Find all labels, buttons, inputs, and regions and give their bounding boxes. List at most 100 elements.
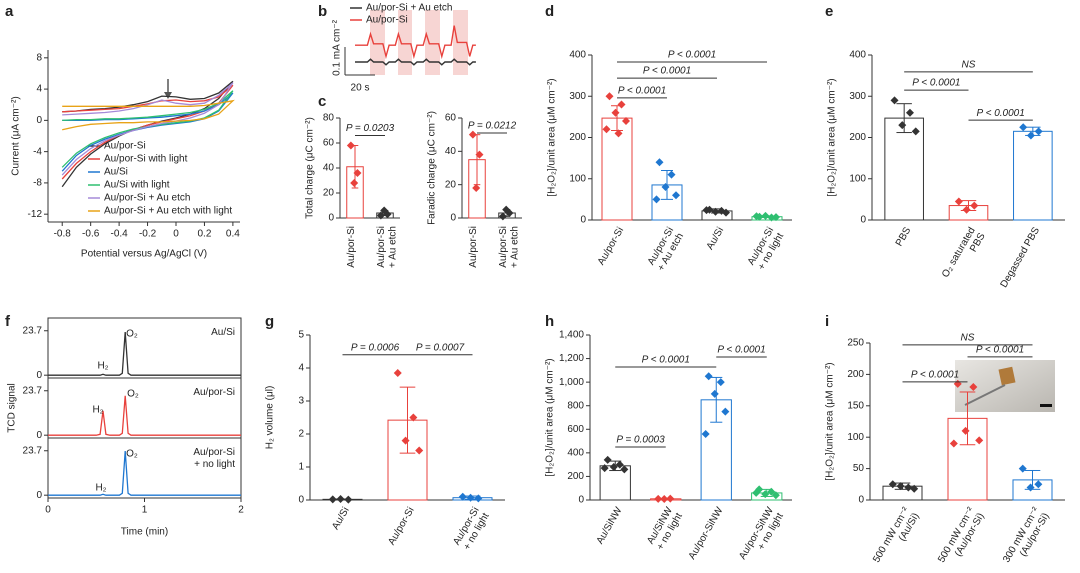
x-tick-label: 2 bbox=[238, 505, 244, 516]
data-point bbox=[1018, 464, 1027, 473]
inset-scale-bar bbox=[1040, 404, 1052, 407]
data-point bbox=[652, 195, 661, 204]
y-axis-label: [H₂O₂]/unit area (μM cm⁻²) bbox=[547, 78, 558, 196]
data-point bbox=[393, 368, 402, 377]
y-tick-label: 400 bbox=[569, 50, 586, 61]
current-trace bbox=[355, 58, 476, 66]
category-label-line: Au/por-SiNW bbox=[686, 505, 725, 562]
data-point bbox=[666, 494, 675, 503]
data-point bbox=[969, 382, 978, 391]
data-point bbox=[1034, 480, 1043, 489]
data-point bbox=[376, 211, 385, 220]
y-tick-label: 23.7 bbox=[23, 325, 43, 336]
x-tick-label: 0 bbox=[45, 505, 51, 516]
data-point bbox=[498, 212, 507, 221]
data-point bbox=[949, 439, 958, 448]
data-point bbox=[761, 490, 770, 499]
x-tick-label: -0.2 bbox=[139, 229, 157, 240]
category-label: Au/por-Si+ Au etch bbox=[376, 226, 399, 268]
category-label: Au/por-Si bbox=[596, 225, 626, 267]
legend-label: Au/por-Si with light bbox=[104, 154, 188, 165]
data-point bbox=[752, 212, 761, 221]
panel-letter: f bbox=[5, 313, 11, 330]
y-tick-label: 0 bbox=[36, 430, 42, 441]
y-tick-label: 5 bbox=[298, 330, 304, 341]
tcd-trace bbox=[48, 451, 241, 496]
y-tick-label: 60 bbox=[445, 113, 457, 124]
data-point bbox=[475, 150, 484, 159]
y-tick-label: 0 bbox=[36, 490, 42, 501]
category-label: Au/por-Si bbox=[346, 226, 357, 268]
category-label-line: Au/Si bbox=[704, 225, 725, 251]
category-label-line: Au/por-Si bbox=[498, 226, 509, 268]
y-tick-label: 250 bbox=[847, 338, 864, 349]
light-on-shading bbox=[398, 10, 412, 75]
category-label-line: Au/por-Si bbox=[386, 505, 416, 547]
category-label: Au/por-SiNW+ no light bbox=[737, 505, 786, 567]
y-tick-label: 1,400 bbox=[559, 330, 584, 341]
category-label: 500 mW cm⁻²(Au/por-Si) bbox=[936, 505, 987, 570]
y-axis-label: [H₂O₂]/unit area (μM cm⁻²) bbox=[545, 358, 556, 476]
y-tick-label: 0 bbox=[328, 213, 334, 224]
data-point bbox=[672, 191, 680, 200]
category-label-line: Degassed PBS bbox=[998, 225, 1042, 290]
data-point bbox=[1034, 127, 1043, 136]
y-tick-label: 40 bbox=[445, 146, 457, 157]
y-tick-label: 1 bbox=[298, 462, 304, 473]
significance-label: P < 0.0001 bbox=[668, 50, 716, 61]
data-point bbox=[472, 184, 481, 192]
y-tick-label: 8 bbox=[36, 52, 42, 63]
y-tick-label: 40 bbox=[323, 163, 335, 174]
trace-label-line: + no light bbox=[194, 459, 235, 470]
y-tick-label: 4 bbox=[298, 363, 304, 374]
y-tick-label: 400 bbox=[567, 447, 584, 458]
light-on-shading bbox=[425, 10, 440, 75]
category-label-line: Au/por-Si bbox=[596, 225, 626, 267]
peak-label: H₂ bbox=[92, 405, 103, 416]
bar bbox=[884, 117, 924, 221]
category-label-line: Au/por-Si bbox=[376, 226, 387, 268]
y-tick-label: 200 bbox=[847, 369, 864, 380]
data-point bbox=[602, 125, 611, 134]
scale-bar-y-label: 0.1 mA cm⁻² bbox=[332, 19, 343, 76]
data-point bbox=[890, 96, 899, 105]
data-point bbox=[468, 130, 477, 139]
tcd-trace bbox=[48, 395, 241, 436]
cv-curve bbox=[61, 82, 234, 176]
data-point bbox=[704, 372, 713, 381]
data-point bbox=[603, 455, 612, 464]
category-label: 500 mW cm⁻²(Au/Si) bbox=[871, 505, 922, 570]
y-tick-label: 100 bbox=[569, 173, 586, 184]
y-tick-label: 100 bbox=[849, 173, 866, 184]
category-label-line: PBS bbox=[894, 225, 914, 248]
data-point bbox=[620, 465, 629, 474]
significance-label: P = 0.0203 bbox=[346, 123, 395, 134]
data-point bbox=[962, 205, 971, 214]
y-tick-label: 600 bbox=[567, 424, 584, 435]
panel-letter: h bbox=[545, 313, 554, 330]
data-point bbox=[721, 407, 730, 416]
data-point bbox=[350, 179, 359, 187]
y-axis-label: Faradic charge (μC cm⁻²) bbox=[427, 111, 438, 225]
significance-label: P = 0.0003 bbox=[616, 435, 665, 446]
y-tick-label: 200 bbox=[569, 132, 586, 143]
data-point bbox=[336, 495, 345, 504]
data-point bbox=[617, 100, 626, 109]
data-point bbox=[667, 170, 676, 179]
inset-sample bbox=[998, 366, 1016, 386]
panel-letter: e bbox=[825, 3, 833, 20]
y-tick-label: 20 bbox=[323, 188, 335, 199]
data-point bbox=[767, 487, 776, 496]
data-point bbox=[1026, 131, 1035, 140]
significance-label: P < 0.0001 bbox=[911, 370, 959, 381]
category-label: Au/por-Si bbox=[386, 505, 416, 547]
data-point bbox=[716, 378, 725, 387]
cv-curve bbox=[61, 80, 234, 188]
y-tick-label: 0 bbox=[860, 215, 866, 226]
x-axis-label: Time (min) bbox=[121, 527, 168, 538]
data-point bbox=[710, 389, 719, 398]
data-point bbox=[344, 495, 353, 504]
y-tick-label: 300 bbox=[849, 91, 866, 102]
legend-label: Au/Si bbox=[104, 167, 128, 178]
